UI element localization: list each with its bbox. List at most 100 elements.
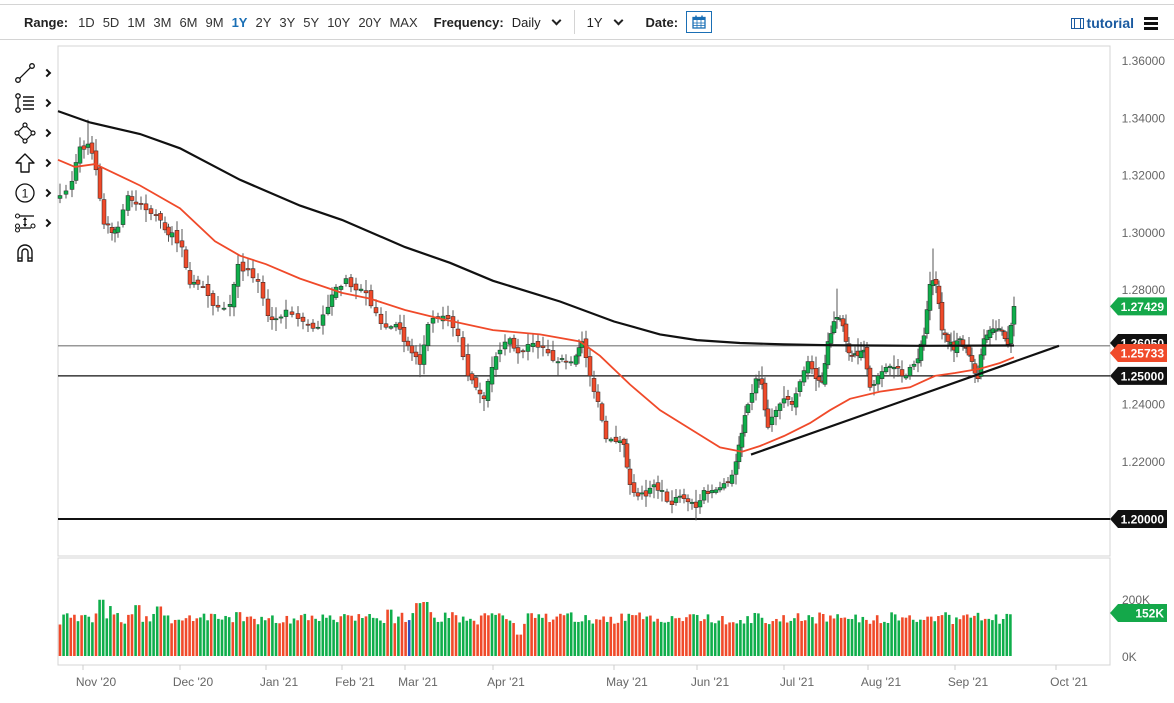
volume-bar xyxy=(418,603,422,656)
volume-axis: 200K 0K xyxy=(1122,593,1150,664)
volume-bar xyxy=(523,623,526,656)
period-dropdown[interactable]: 1Y xyxy=(587,15,632,30)
volume-bar xyxy=(908,615,911,656)
volume-bar xyxy=(818,612,821,656)
range-6m[interactable]: 6M xyxy=(179,14,198,30)
tool-measure[interactable] xyxy=(14,208,58,238)
volume-bar xyxy=(785,622,789,656)
candle xyxy=(568,361,574,364)
candlesticks xyxy=(57,119,1017,521)
candle xyxy=(455,328,461,337)
volume-bar xyxy=(847,618,850,656)
volume-bar xyxy=(400,612,404,656)
tool-arrow[interactable] xyxy=(14,148,58,178)
range-9m[interactable]: 9M xyxy=(205,14,224,30)
candle xyxy=(477,389,483,395)
tool-annotation[interactable]: 1 xyxy=(14,178,58,208)
volume-bar xyxy=(404,621,407,656)
candle xyxy=(759,378,765,385)
candle xyxy=(617,440,623,444)
volume-bar xyxy=(314,618,317,656)
candle xyxy=(540,345,546,348)
support-trendline[interactable] xyxy=(750,344,1060,456)
trendline[interactable] xyxy=(750,344,1060,456)
volume-bar xyxy=(771,621,775,656)
candle xyxy=(713,489,719,493)
candle xyxy=(200,286,206,288)
volume-bar xyxy=(119,622,123,656)
tool-fibonacci[interactable] xyxy=(14,88,58,118)
candle xyxy=(603,420,609,440)
volume-bar xyxy=(897,620,901,656)
volume-bar xyxy=(116,613,119,656)
volume-bar xyxy=(850,619,854,656)
candle xyxy=(401,327,407,342)
range-10y[interactable]: 10Y xyxy=(327,14,351,30)
volume-bar xyxy=(595,619,598,656)
volume-bar xyxy=(789,620,793,656)
volume-bar xyxy=(490,613,494,656)
candle xyxy=(525,344,531,352)
volume-bar xyxy=(609,616,613,656)
candle xyxy=(325,306,331,315)
date-label: Date: xyxy=(645,14,679,30)
tool-trend-line[interactable] xyxy=(14,58,58,88)
candle xyxy=(169,232,175,238)
range-5y[interactable]: 5Y xyxy=(303,14,320,30)
hamburger-menu-icon[interactable] xyxy=(1144,17,1158,32)
candle xyxy=(409,345,415,354)
tool-shape[interactable] xyxy=(14,118,58,148)
volume-bar xyxy=(530,613,533,656)
volume-bar xyxy=(937,616,940,656)
range-1d[interactable]: 1D xyxy=(78,14,95,30)
candle xyxy=(828,333,834,344)
candle xyxy=(875,375,881,385)
date-picker-button[interactable] xyxy=(686,11,713,33)
volume-bar xyxy=(742,623,746,656)
range-3m[interactable]: 3M xyxy=(153,14,172,30)
range-max[interactable]: MAX xyxy=(389,14,418,30)
tutorial-label: tutorial xyxy=(1086,15,1134,31)
range-2y[interactable]: 2Y xyxy=(255,14,272,30)
volume-bar xyxy=(551,619,555,656)
horizontal-levels[interactable] xyxy=(58,345,1110,520)
volume-bar xyxy=(177,619,181,656)
candle xyxy=(138,203,144,205)
frequency-dropdown[interactable]: Daily xyxy=(512,15,570,30)
volume-bar xyxy=(843,617,847,656)
volume-bar xyxy=(274,622,278,656)
volume-bar xyxy=(1009,614,1012,656)
candle xyxy=(497,349,503,355)
range-1y[interactable]: 1Y xyxy=(231,14,248,30)
volume-bar xyxy=(512,623,515,656)
candle xyxy=(295,313,301,319)
candle xyxy=(550,350,556,361)
candle xyxy=(805,361,811,374)
volume-bar xyxy=(577,621,580,656)
tutorial-link[interactable]: tutorial xyxy=(1070,15,1134,31)
candle xyxy=(899,369,905,377)
range-5d[interactable]: 5D xyxy=(102,14,120,30)
tool-magnet[interactable] xyxy=(14,238,58,268)
volume-bar xyxy=(559,613,562,656)
range-1m[interactable]: 1M xyxy=(127,14,146,30)
volume-bar xyxy=(123,623,127,656)
volume-bar xyxy=(173,619,177,656)
candle xyxy=(485,381,491,401)
volume-bar xyxy=(65,613,69,656)
range-20y[interactable]: 20Y xyxy=(358,14,382,30)
range-3y[interactable]: 3Y xyxy=(279,14,296,30)
level-price-tag: 1.25000 xyxy=(1110,366,1167,385)
volume-bar xyxy=(289,623,292,656)
volume-bar xyxy=(955,617,958,656)
volume-bar xyxy=(544,613,548,656)
frequency-value: Daily xyxy=(511,14,541,30)
volume-bar xyxy=(155,606,159,656)
volume-bar xyxy=(969,617,973,656)
volume-bar xyxy=(98,599,101,656)
candle xyxy=(1008,324,1014,344)
candle xyxy=(129,196,135,201)
volume-bar xyxy=(641,619,645,656)
candle xyxy=(481,395,487,400)
